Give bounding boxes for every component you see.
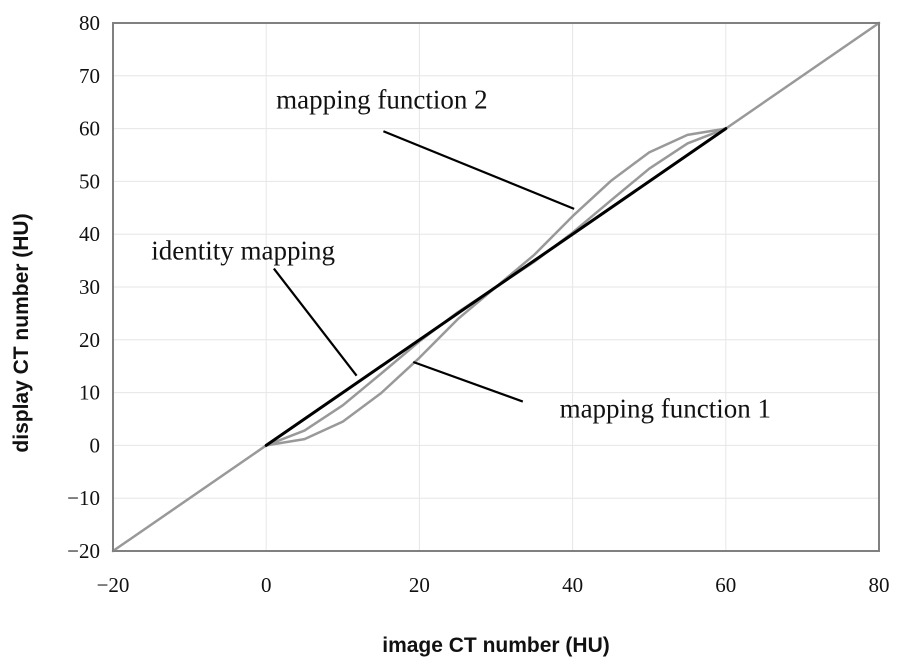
annotation-leader-identity	[272, 267, 358, 377]
x-tick-label-0: −20	[97, 573, 130, 597]
y-tick-label-9: 70	[79, 64, 100, 88]
plot-frame	[112, 22, 880, 552]
x-tick-labels: −20 0 20 40 60 80	[97, 573, 890, 597]
x-tick-label-4: 60	[715, 573, 736, 597]
annotation-leader-mapping2	[382, 130, 575, 210]
y-tick-label-7: 50	[79, 169, 100, 193]
y-tick-label-1: −10	[67, 486, 100, 510]
annotation-mapping1: mapping function 1	[560, 393, 771, 423]
x-tick-label-5: 80	[869, 573, 890, 597]
y-tick-label-5: 30	[79, 275, 100, 299]
y-axis-title: display CT number (HU)	[10, 213, 33, 452]
series-line-identity	[264, 127, 728, 447]
annotation-leader-mapping1	[412, 360, 524, 403]
y-tick-label-4: 20	[79, 328, 100, 352]
x-tick-label-2: 20	[409, 573, 430, 597]
x-axis-title: image CT number (HU)	[382, 634, 610, 657]
annotation-identity: identity mapping	[151, 236, 335, 266]
y-tick-label-3: 10	[79, 381, 100, 405]
annotation-mapping2: mapping function 2	[276, 85, 487, 115]
y-tick-label-6: 40	[79, 222, 100, 246]
series-layer	[111, 21, 881, 553]
y-tick-label-10: 80	[79, 11, 100, 35]
y-tick-labels: −20 −10 0 10 20 30 40 50 60 70 80	[67, 11, 100, 563]
y-tick-label-0: −20	[67, 539, 100, 563]
x-tick-label-3: 40	[562, 573, 583, 597]
x-tick-label-1: 0	[261, 573, 272, 597]
y-tick-label-2: 0	[90, 433, 101, 457]
annotations: identity mapping mapping function 1 mappin…	[151, 85, 771, 424]
y-tick-label-8: 60	[79, 117, 100, 141]
